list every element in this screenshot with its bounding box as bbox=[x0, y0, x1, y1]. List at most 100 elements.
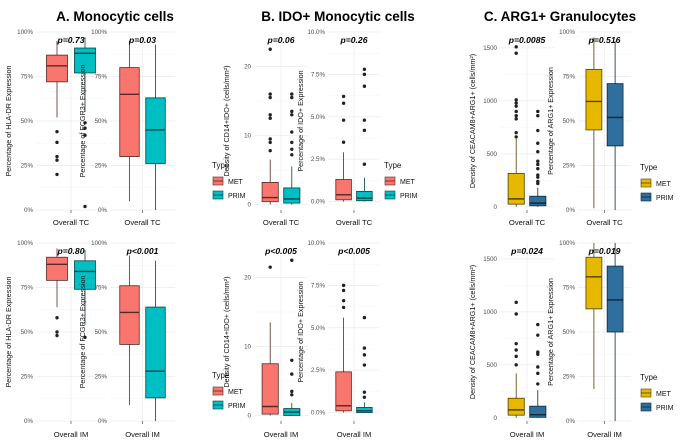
y-tick-label: 50% bbox=[95, 329, 108, 336]
box-met bbox=[585, 68, 603, 131]
y-axis-label: Percentage of HLA-DR Expression bbox=[4, 276, 13, 387]
x-axis-label: Overall TC bbox=[336, 218, 373, 227]
boxplot-panel: 0.0% 2.5% 5.0% 7.5% 10.0% Percentage of IDO+ … bbox=[296, 29, 380, 227]
outlier-point bbox=[514, 101, 518, 105]
box-met bbox=[261, 363, 279, 415]
outlier-point bbox=[514, 104, 518, 108]
outlier-point bbox=[536, 382, 540, 386]
y-tick-label: 75% bbox=[95, 285, 108, 292]
box-met bbox=[507, 173, 525, 205]
x-axis-label: Overall TC bbox=[124, 218, 161, 227]
y-tick-label: 25% bbox=[95, 163, 108, 170]
outlier-point bbox=[290, 92, 294, 96]
boxplot-panel: 0% 25% 50% 75% 100% Percentage of HLA-DR Expr… bbox=[4, 29, 106, 227]
outlier-point bbox=[536, 371, 540, 376]
legend: Type MET PRIM bbox=[640, 373, 674, 412]
x-axis-label: Overall TC bbox=[53, 218, 90, 227]
outlier-point bbox=[83, 204, 87, 209]
legend-title: Type bbox=[212, 161, 230, 170]
legend-title: Type bbox=[384, 161, 402, 170]
x-axis-label: Overall TC bbox=[509, 218, 546, 227]
outlier-point bbox=[290, 109, 294, 114]
x-axis-label: Overall IM bbox=[337, 430, 372, 439]
y-tick-label: 20 bbox=[244, 274, 251, 281]
y-tick-label: 0 bbox=[248, 412, 252, 419]
outlier-point bbox=[514, 363, 518, 367]
y-tick-label: 500 bbox=[487, 151, 498, 158]
outlier-point bbox=[290, 140, 294, 145]
boxplot-panel: 0% 25% 50% 75% 100% Percentage of ARG1+ Expre… bbox=[546, 29, 631, 227]
legend-label: MET bbox=[228, 179, 244, 186]
box-prim bbox=[145, 97, 166, 165]
y-tick-label: 50% bbox=[21, 118, 34, 125]
y-axis-label: Percentage of HLA-DR Expression bbox=[4, 65, 13, 176]
outlier-point bbox=[536, 109, 540, 114]
y-tick-label: 75% bbox=[21, 74, 34, 81]
box-met bbox=[46, 54, 68, 83]
outlier-point bbox=[290, 95, 294, 100]
box-prim bbox=[529, 405, 547, 418]
outlier-point bbox=[268, 265, 272, 269]
y-axis-label: Percentage of ARG1+ Expression bbox=[546, 278, 555, 386]
y-tick-label: 0.0% bbox=[311, 410, 326, 417]
y-tick-label: 100% bbox=[17, 29, 33, 36]
p-value-label: p=0.06 bbox=[267, 35, 295, 45]
legend: Type MET PRIM bbox=[212, 371, 246, 410]
outlier-point bbox=[362, 128, 367, 133]
box-prim bbox=[283, 187, 301, 204]
p-value-label: p=0.80 bbox=[57, 246, 85, 256]
y-tick-label: 0% bbox=[24, 207, 33, 214]
outlier-point bbox=[341, 298, 346, 303]
outlier-point bbox=[268, 140, 272, 145]
outlier-point bbox=[514, 348, 518, 352]
x-axis-label: Overall TC bbox=[586, 218, 623, 227]
box-prim bbox=[606, 265, 624, 333]
y-tick-label: 10 bbox=[244, 132, 251, 139]
y-tick-label: 1000 bbox=[483, 309, 497, 316]
outlier-point bbox=[55, 330, 59, 334]
y-axis-label: Percentage of ARG1+ Expression bbox=[546, 67, 555, 175]
x-axis-label: Overall IM bbox=[587, 430, 622, 439]
legend: Type MET PRIM bbox=[384, 161, 418, 200]
outlier-point bbox=[290, 147, 294, 151]
outlier-point bbox=[268, 116, 272, 120]
x-axis-label: Overall TC bbox=[263, 218, 300, 227]
outlier-point bbox=[362, 84, 367, 88]
outlier-point bbox=[362, 315, 367, 320]
x-axis-label: Overall IM bbox=[54, 430, 89, 439]
box-prim bbox=[356, 407, 373, 413]
outlier-point bbox=[55, 129, 59, 134]
outlier-point bbox=[536, 162, 540, 167]
y-tick-label: 50% bbox=[21, 329, 34, 336]
p-value-label: p=0.516 bbox=[588, 35, 621, 45]
p-value-label: p=0.019 bbox=[588, 246, 621, 256]
x-axis-label: Overall IM bbox=[510, 430, 545, 439]
p-value-label: p=0.024 bbox=[510, 246, 543, 256]
outlier-point bbox=[290, 130, 294, 134]
outlier-point bbox=[341, 140, 346, 144]
outlier-point bbox=[514, 45, 518, 49]
y-tick-label: 7.5% bbox=[311, 282, 326, 289]
y-tick-label: 0% bbox=[98, 418, 107, 425]
y-tick-label: 0.0% bbox=[311, 199, 326, 206]
outlier-point bbox=[536, 365, 540, 369]
y-tick-label: 100% bbox=[91, 29, 107, 36]
y-tick-label: 100% bbox=[559, 29, 575, 36]
box-met bbox=[261, 182, 279, 203]
y-tick-label: 25% bbox=[95, 374, 108, 381]
y-tick-label: 25% bbox=[563, 374, 576, 381]
outlier-point bbox=[55, 333, 59, 338]
y-tick-label: 0% bbox=[98, 207, 107, 214]
legend-title: Type bbox=[212, 371, 230, 380]
outlier-point bbox=[362, 363, 367, 367]
y-axis-label: Percentage of FCGR3+ Expression bbox=[78, 276, 87, 389]
p-value-label: p=0.03 bbox=[128, 35, 156, 45]
outlier-point bbox=[268, 148, 272, 153]
y-tick-label: 5.0% bbox=[311, 325, 326, 332]
outlier-point bbox=[290, 389, 294, 394]
y-tick-label: 0 bbox=[494, 415, 498, 422]
outlier-point bbox=[362, 162, 367, 166]
legend-label: MET bbox=[400, 179, 416, 186]
y-tick-label: 0 bbox=[248, 201, 252, 208]
y-tick-label: 5.0% bbox=[311, 114, 326, 121]
